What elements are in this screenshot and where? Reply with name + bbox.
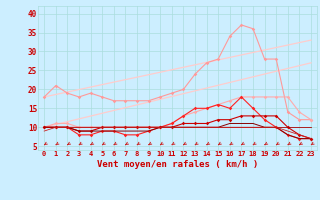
X-axis label: Vent moyen/en rafales ( km/h ): Vent moyen/en rafales ( km/h ) bbox=[97, 160, 258, 169]
